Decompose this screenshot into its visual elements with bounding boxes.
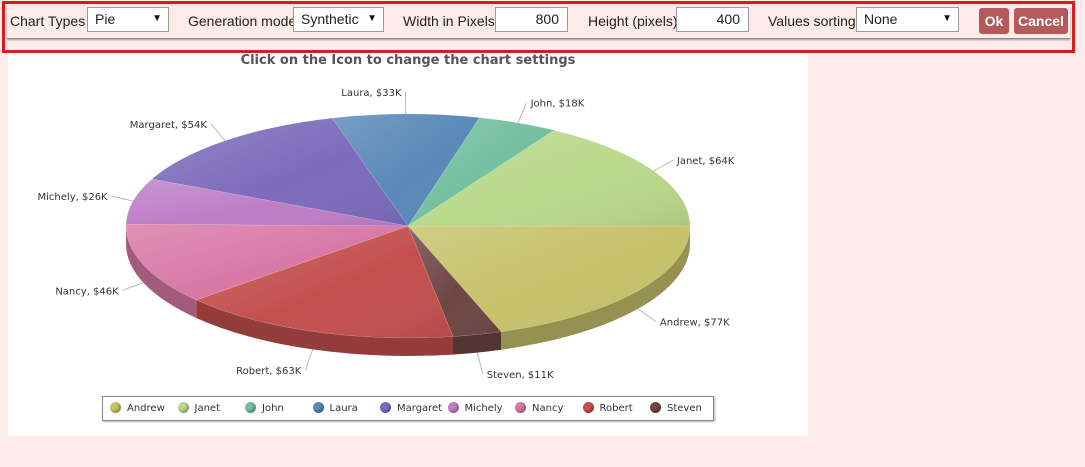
- height-input[interactable]: 400: [676, 7, 749, 32]
- pie-slice-andrew[interactable]: [407, 225, 691, 332]
- height-label: Height (pixels): [588, 13, 678, 29]
- legend-item-margaret[interactable]: Margaret: [380, 402, 442, 414]
- label-leader-line: [653, 159, 674, 172]
- label-leader-line: [304, 349, 314, 371]
- label-leader-line: [476, 352, 484, 374]
- generation-mode-label: Generation mode: [188, 13, 297, 29]
- legend-swatch-icon: [650, 402, 661, 413]
- legend-item-robert[interactable]: Robert: [582, 402, 633, 414]
- legend-swatch-icon: [177, 402, 189, 413]
- data-label-steven: Steven, $11K: [487, 370, 554, 381]
- chart-card: Click on the Icon to change the chart se…: [8, 53, 808, 436]
- legend-label: Robert: [599, 403, 633, 414]
- chart-types-value: Pie: [95, 11, 116, 27]
- legend-label: Janet: [194, 403, 221, 414]
- width-input[interactable]: 800: [495, 7, 568, 32]
- legend-label: Steven: [667, 403, 702, 414]
- chevron-down-icon: ▼: [367, 13, 377, 24]
- chevron-down-icon: ▼: [942, 13, 952, 24]
- label-leader-line: [637, 308, 657, 322]
- pie-side-steven: [453, 331, 502, 355]
- data-label-nancy: Nancy, $46K: [55, 286, 119, 297]
- legend-swatch-icon: [447, 402, 459, 413]
- chart-title: Click on the Icon to change the chart se…: [240, 53, 576, 68]
- legend-item-janet[interactable]: Janet: [177, 402, 221, 414]
- legend-swatch-icon: [312, 402, 324, 413]
- data-label-janet: Janet, $64K: [676, 156, 735, 167]
- legend-label: Andrew: [127, 403, 165, 414]
- toolbar-row: Chart Types Pie ▼ Generation mode Synthe…: [7, 6, 1070, 39]
- legend-label: John: [262, 403, 284, 414]
- generation-mode-select[interactable]: Synthetic ▼: [293, 7, 384, 32]
- legend-label: Nancy: [532, 403, 564, 414]
- pie-side-robert: [196, 299, 454, 356]
- legend-item-laura[interactable]: Laura: [312, 402, 358, 414]
- data-label-robert: Robert, $63K: [236, 366, 302, 377]
- pie-slice-robert[interactable]: [195, 225, 454, 339]
- label-leader-line: [210, 123, 226, 141]
- pie-chart: Andrew, $77K Steven, $11K Robert, $63K Nanc…: [38, 88, 735, 381]
- chart-types-label: Chart Types: [10, 13, 86, 29]
- chart-settings-toolbar: Chart Types Pie ▼ Generation mode Synthe…: [2, 1, 1075, 53]
- pie-side-nancy: [126, 226, 197, 318]
- pie-slice-steven[interactable]: [407, 225, 502, 337]
- legend-swatch-icon: [380, 402, 391, 413]
- data-label-john: John, $18K: [530, 99, 585, 110]
- legend-item-andrew[interactable]: Andrew: [110, 402, 165, 414]
- legend-swatch-icon: [515, 402, 526, 413]
- legend-swatch-icon: [245, 402, 256, 413]
- sorting-label: Values sorting: [768, 13, 856, 29]
- pie-slice-laura[interactable]: [331, 113, 480, 227]
- legend-item-nancy[interactable]: Nancy: [515, 402, 563, 414]
- generation-mode-value: Synthetic: [301, 11, 359, 27]
- pie-slice-janet[interactable]: [407, 129, 691, 227]
- legend-item-john[interactable]: John: [245, 402, 284, 414]
- sorting-value: None: [864, 11, 898, 27]
- data-label-michely: Michely, $26K: [38, 192, 109, 203]
- label-leader-line: [122, 282, 144, 291]
- data-label-margaret: Margaret, $54K: [130, 120, 208, 131]
- chart-legend: Andrew Janet John Laura Margaret Michely Nancy…: [102, 396, 714, 421]
- pie-side-andrew: [501, 226, 690, 350]
- legend-item-steven[interactable]: Steven: [650, 402, 702, 414]
- data-label-andrew: Andrew, $77K: [660, 318, 730, 329]
- data-label-laura: Laura, $33K: [341, 88, 402, 99]
- chevron-down-icon: ▼: [152, 13, 162, 24]
- legend-label: Laura: [329, 403, 358, 414]
- legend-swatch-icon: [582, 402, 594, 413]
- pie-slice-michely[interactable]: [125, 178, 409, 227]
- ok-button[interactable]: Ok: [979, 8, 1009, 34]
- legend-item-michely[interactable]: Michely: [447, 402, 503, 414]
- width-label: Width in Pixels: [403, 13, 495, 29]
- sorting-select[interactable]: None ▼: [856, 7, 959, 32]
- chart-types-select[interactable]: Pie ▼: [87, 7, 169, 32]
- label-leader-line: [517, 102, 527, 124]
- legend-swatch-icon: [110, 402, 121, 413]
- cancel-button[interactable]: Cancel: [1014, 8, 1068, 34]
- legend-label: Margaret: [397, 403, 443, 414]
- legend-label: Michely: [464, 403, 503, 414]
- label-leader-line: [111, 195, 134, 202]
- pie-slice-nancy[interactable]: [125, 223, 409, 301]
